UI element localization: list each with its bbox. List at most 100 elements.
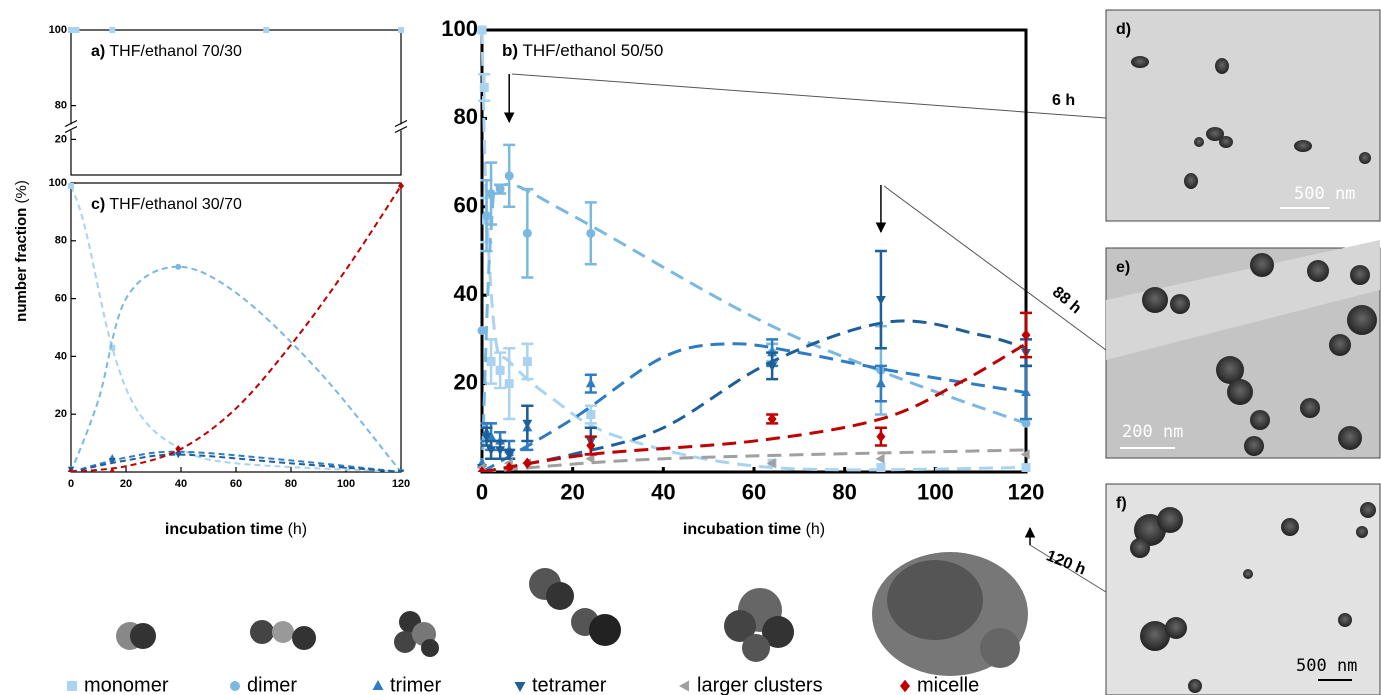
x-axis-label-text: incubation time (683, 521, 801, 538)
marker (875, 378, 886, 388)
marker (586, 410, 596, 420)
marker (108, 458, 116, 465)
marker (586, 439, 596, 452)
marker (109, 344, 116, 351)
marker (495, 365, 505, 375)
time-label: 6 h (1052, 92, 1075, 109)
chart-panel: 20 40 60 80 100 0 20 40 60 80 100 120 b) THF/ethanol… (441, 16, 1044, 538)
legend-marker (230, 681, 240, 691)
marker (585, 378, 596, 388)
marker (876, 463, 886, 472)
plot-area (68, 27, 404, 33)
marker (1021, 329, 1031, 341)
y-tick-label: 20 (55, 133, 67, 145)
x-axis-label-text: incubation time (165, 521, 283, 538)
marker (495, 184, 505, 194)
cluster-pictograms (116, 552, 1028, 676)
marker (876, 431, 886, 443)
x-tick-label: 40 (175, 478, 187, 490)
marker (398, 182, 404, 190)
x-tick-label: 0 (68, 478, 74, 490)
x-tick-label: 20 (120, 478, 132, 490)
micrograph-d: d) 500 nm (1105, 9, 1381, 222)
marker (875, 453, 885, 464)
x-tick-label: 60 (230, 478, 242, 490)
y-axis-label-text: number fraction (13, 208, 30, 322)
y-tick-label: 100 (49, 24, 67, 36)
marker (1021, 463, 1031, 472)
y-tick-label: 60 (454, 193, 478, 218)
x-tick-label: 80 (832, 480, 856, 505)
axis-break (394, 119, 408, 128)
legend-label: micelle (917, 674, 979, 695)
fit-curve (70, 453, 402, 472)
marker (477, 466, 487, 472)
fit-curve (481, 319, 1027, 472)
marker (504, 450, 515, 460)
y-tick-label: 60 (55, 293, 67, 305)
panel-title-text: THF/ethanol 70/30 (109, 43, 242, 60)
connectors (511, 73, 1107, 593)
fit-curve (480, 29, 1027, 472)
marker (504, 171, 514, 181)
fit-curve (70, 185, 402, 472)
x-axis-label: incubation time (h) (165, 521, 307, 538)
legend-marker (900, 679, 910, 693)
marker (68, 468, 74, 472)
marker (398, 27, 404, 33)
marker (585, 453, 595, 464)
legend-label: tetramer (532, 674, 607, 695)
micrograph-e: e) 200 nm (1105, 240, 1381, 459)
marker (586, 228, 596, 238)
marker (766, 458, 776, 469)
y-tick-label: 40 (454, 281, 478, 306)
axis-break (64, 125, 78, 134)
x-axis-label-unit: (h) (806, 521, 826, 538)
marker (175, 263, 182, 270)
marker (486, 189, 496, 199)
marker (486, 446, 497, 456)
y-tick-label: 100 (49, 177, 67, 189)
y-tick-label: 80 (55, 100, 67, 112)
marker (479, 82, 489, 92)
marker (767, 413, 777, 425)
marker (1021, 387, 1031, 397)
marker (109, 468, 116, 472)
y-tick-label: 80 (55, 235, 67, 247)
marker (495, 446, 506, 456)
x-tick-label: 20 (560, 480, 584, 505)
marker (486, 357, 496, 366)
fit-curve (481, 342, 1027, 472)
time-label: 120 h (1044, 547, 1088, 578)
marker (522, 457, 532, 469)
axis-break (64, 119, 78, 128)
x-axis-label-unit: (h) (288, 521, 308, 538)
frame (70, 182, 402, 473)
marker (522, 419, 533, 429)
panel-title: c) THF/ethanol 30/70 (91, 196, 242, 213)
panel-title: b) THF/ethanol 50/50 (502, 41, 663, 60)
marker (522, 228, 532, 238)
legend-marker (67, 681, 77, 691)
panel-label: d) (1116, 21, 1131, 38)
panel-title-text: THF/ethanol 50/50 (522, 41, 663, 60)
panel-label: f) (1116, 495, 1127, 512)
plot-area (476, 25, 1032, 472)
scale-label: 500 nm (1294, 184, 1355, 204)
x-tick-label: 100 (337, 478, 355, 490)
y-tick-label: 40 (55, 350, 67, 362)
panel-label: a) (91, 43, 105, 60)
panel-label: b) (502, 41, 518, 60)
plot-area (67, 182, 405, 472)
axis-break-gap (67, 124, 75, 131)
marker (482, 211, 492, 221)
marker (263, 27, 270, 33)
legend-marker (679, 680, 689, 692)
marker (109, 27, 116, 33)
legend-marker (514, 682, 526, 692)
legend-label: trimer (390, 674, 441, 695)
axis-break-gap (397, 124, 405, 131)
legend-label: dimer (247, 674, 297, 695)
marker (73, 27, 80, 33)
chart-panel: 20 40 60 80 100 0 20 40 60 80 100 120 c) THF/ethanol… (13, 177, 410, 538)
